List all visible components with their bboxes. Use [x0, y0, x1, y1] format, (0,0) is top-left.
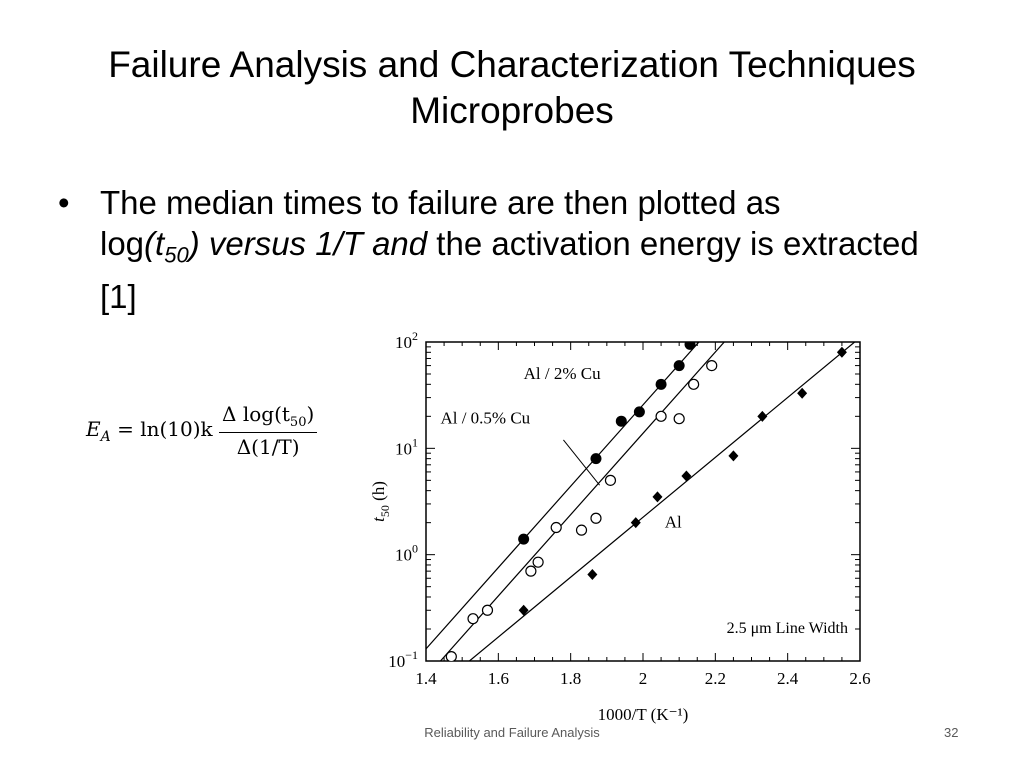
data-point [728, 450, 739, 462]
data-point [467, 613, 479, 625]
series-label: Al [665, 512, 682, 531]
data-point [550, 521, 562, 534]
x-tick-label: 2.2 [705, 669, 726, 688]
data-point [684, 342, 696, 350]
data-point [587, 569, 598, 581]
data-point [655, 410, 667, 422]
data-point [518, 533, 530, 545]
fit-line [469, 342, 856, 661]
bullet-subscript: 50 [164, 242, 189, 268]
bullet-italic-part-1: (t [144, 225, 165, 262]
chart-annotation: 2.5 μm Line Width [727, 620, 848, 637]
bullet-text: The median times to failure are then plo… [100, 182, 958, 317]
page-number: 32 [944, 725, 959, 740]
bullet-dot-icon: • [58, 184, 70, 221]
y-axis-label: t50 (h) [369, 481, 392, 522]
arrhenius-chart: 1.4 1.6 1.8 2 2.2 2.4 2.6 102 101 100 10−1 1000/T (… [369, 329, 871, 724]
data-point [590, 512, 602, 524]
title-line-2: Microprobes [410, 90, 614, 131]
data-point [630, 517, 641, 529]
y-tick-label: 102 [395, 329, 418, 352]
activation-energy-equation: EA = ln(10)k Δ log(t50) Δ(1/T) [86, 402, 318, 459]
data-point [604, 474, 617, 486]
y-tick-label: 10−1 [388, 648, 418, 671]
data-point [652, 491, 663, 503]
data-point [518, 604, 529, 616]
equation-numerator: Δ log(t50) [219, 402, 318, 433]
bullet-text-part-3: the activation energy is extracted [1] [100, 225, 919, 315]
data-point [681, 470, 692, 482]
data-point [673, 360, 685, 372]
data-point [525, 565, 537, 577]
data-point [445, 651, 457, 661]
data-point [797, 387, 808, 399]
data-point [481, 604, 494, 616]
data-point [757, 410, 768, 422]
x-tick-label: 1.4 [415, 669, 437, 688]
bullet-italic-part-2: ) versus 1/T and [188, 225, 428, 262]
equation-lhs: EA = ln(10)k [86, 416, 213, 445]
data-point [836, 346, 847, 358]
bullet-paragraph: • The median times to failure are then p… [58, 182, 958, 317]
footer-text: Reliability and Failure Analysis [424, 725, 600, 740]
plot-content [426, 342, 856, 661]
data-point [615, 415, 627, 427]
series-label: Al / 0.5% Cu [440, 408, 530, 427]
data-point [655, 378, 667, 390]
data-point [673, 413, 685, 425]
x-axis-label: 1000/T (K⁻¹) [598, 705, 689, 724]
x-tick-label: 2.4 [777, 669, 799, 688]
data-point [706, 359, 718, 372]
x-tick-label: 1.6 [488, 669, 509, 688]
series-label: Al / 2% Cu [524, 364, 601, 383]
bullet-text-part-2: log [100, 225, 145, 262]
bullet-text-part-1: The median times to failure are then plo… [100, 184, 781, 221]
data-point [532, 556, 544, 568]
y-tick-label: 101 [395, 435, 418, 458]
y-tick-label: 100 [395, 542, 418, 565]
x-tick-label: 2 [639, 669, 648, 688]
data-point [688, 378, 700, 390]
equation-denominator: Δ(1/T) [236, 435, 300, 459]
data-point [590, 453, 602, 465]
x-tick-label: 2.6 [849, 669, 870, 688]
data-point [575, 524, 588, 536]
slide-title: Failure Analysis and Characterization Te… [0, 42, 1024, 134]
title-line-1: Failure Analysis and Characterization Te… [108, 44, 916, 85]
equation-fraction: Δ log(t50) Δ(1/T) [219, 402, 318, 459]
x-tick-label: 1.8 [560, 669, 581, 688]
series-label-leader [563, 439, 600, 486]
data-point [633, 406, 645, 418]
